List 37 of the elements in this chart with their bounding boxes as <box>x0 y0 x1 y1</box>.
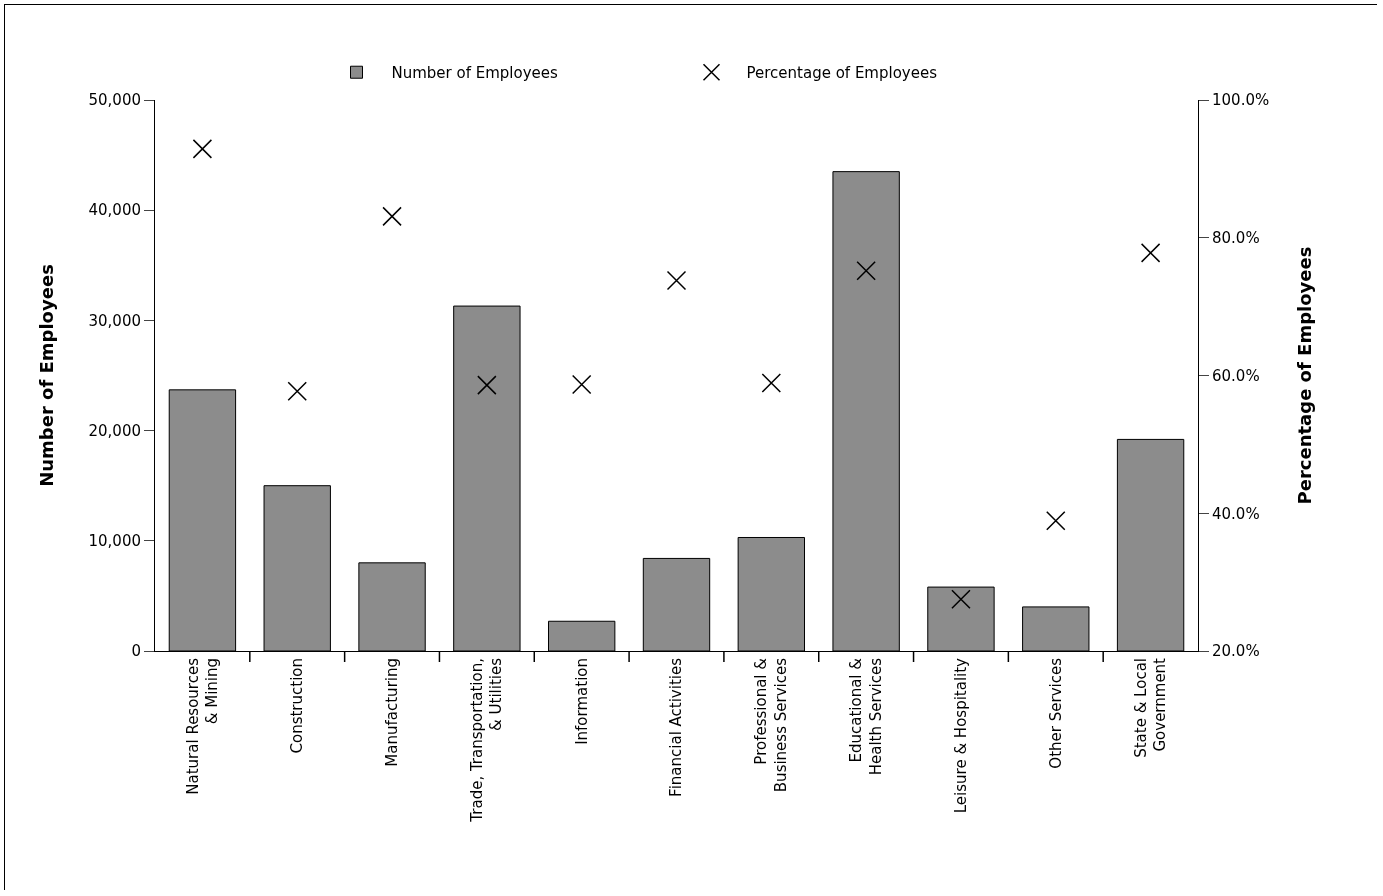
y2-axis-title: Percentage of Employees <box>1294 246 1316 505</box>
point <box>287 381 307 402</box>
point <box>761 373 782 393</box>
point <box>477 375 497 395</box>
point <box>382 206 402 227</box>
y-tick-label: 20,000 <box>88 421 141 440</box>
x-tick-label: Other Services <box>1046 657 1065 769</box>
y-tick-label: 0 <box>131 642 141 661</box>
legend-label: Number of Employees <box>391 64 559 83</box>
y2-tick-label: 40.0% <box>1212 504 1260 523</box>
x-tick-label: Trade, Transportation, & Utilities <box>467 657 506 823</box>
point <box>1046 511 1066 531</box>
x-tick-label: State & Local Government <box>1131 657 1170 758</box>
y-tick-label: 40,000 <box>88 201 141 220</box>
y-tick-label: 50,000 <box>88 91 141 110</box>
x-tick-label: Manufacturing <box>382 658 401 767</box>
point <box>951 589 971 610</box>
x-tick-label: Leisure & Hospitality <box>951 657 970 814</box>
x-tick-label: Construction <box>288 658 307 754</box>
y2-tick-label: 60.0% <box>1212 366 1260 385</box>
x-tick-label: Information <box>572 658 591 745</box>
x-tick-label: Financial Activities <box>667 657 686 797</box>
y-axis-title: Number of Employees <box>35 264 57 487</box>
y-tick-label: 10,000 <box>88 532 141 551</box>
point <box>666 270 687 291</box>
point <box>192 139 213 159</box>
y2-tick-label: 100.0% <box>1212 91 1270 110</box>
x-tick-label: Natural Resources & Mining <box>183 657 222 795</box>
y-tick-label: 30,000 <box>88 311 141 330</box>
legend-label: Percentage of Employees <box>746 64 938 83</box>
y2-tick-label: 20.0% <box>1212 642 1260 661</box>
point <box>1140 243 1161 263</box>
x-tick-label: Professional & Business Services <box>752 657 790 793</box>
y2-tick-label: 80.0% <box>1212 229 1260 247</box>
x-tick-label: Educational & Health Services <box>847 657 885 776</box>
point <box>856 261 876 281</box>
point <box>571 374 592 395</box>
